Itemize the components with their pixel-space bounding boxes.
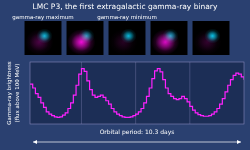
panel-background xyxy=(67,21,104,55)
title: LMC P3, the first extragalactic gamma-ra… xyxy=(33,2,218,11)
background xyxy=(0,0,250,150)
panel-background xyxy=(25,21,62,55)
y-axis-label: Gamma-ray brightness xyxy=(6,61,13,124)
cyan-blob xyxy=(120,28,136,43)
chart-root: LMC P3, the first extragalactic gamma-ra… xyxy=(0,0,250,150)
panel-background xyxy=(193,21,230,55)
image-panel xyxy=(67,21,104,55)
image-panel xyxy=(193,21,230,55)
plot-background xyxy=(30,62,244,124)
image-panel xyxy=(109,21,146,55)
grid-line xyxy=(189,62,190,124)
panel-background xyxy=(151,21,188,55)
pink-blob xyxy=(109,29,137,55)
cyan-blob xyxy=(204,28,220,43)
image-panel xyxy=(151,21,188,55)
x-arrow-head xyxy=(33,140,37,144)
cyan-blob xyxy=(36,28,52,43)
x-arrow-head xyxy=(237,140,241,144)
plot-frame xyxy=(30,62,244,124)
cyan-blob xyxy=(162,28,178,43)
x-arrow xyxy=(33,142,241,143)
panel-label: gamma-ray maximum xyxy=(12,14,73,21)
pink-blob xyxy=(193,29,221,55)
image-panel xyxy=(25,21,62,55)
cyan-blob xyxy=(78,28,94,43)
pink-blob xyxy=(151,29,179,55)
plot-area xyxy=(30,69,244,118)
chart: LMC P3, the first extragalactic gamma-ra… xyxy=(0,0,250,150)
pink-blob xyxy=(25,29,53,55)
panel-background xyxy=(109,21,146,55)
y-axis-label: (flux above 100 MeV) xyxy=(14,64,20,123)
lightcurve xyxy=(30,69,244,118)
pink-blob xyxy=(67,29,95,55)
x-axis-label: Orbital period: 10.3 days xyxy=(100,128,175,136)
panel-label: gamma-ray minimum xyxy=(97,14,157,21)
